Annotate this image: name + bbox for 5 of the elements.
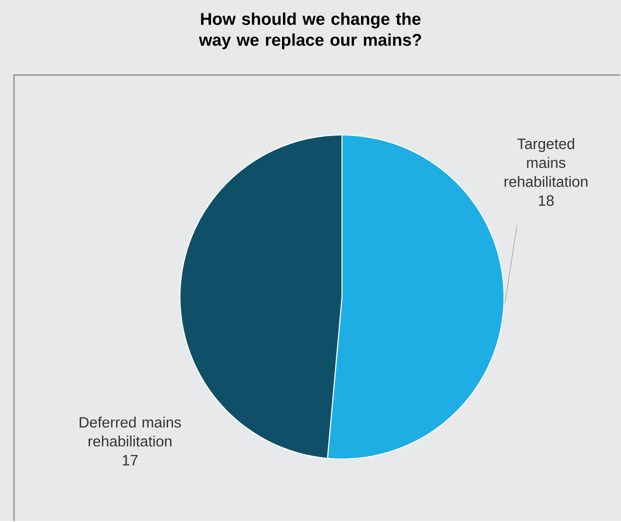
chart-title: How should we change the way we replace our mains? [198, 12, 422, 50]
slice-label: Targeted mains rehabilitation [504, 138, 588, 188]
data-label: 18 [538, 195, 554, 206]
data-label: 17 [122, 455, 138, 466]
slice-label: Deferred mains rehabilitation [80, 416, 181, 447]
